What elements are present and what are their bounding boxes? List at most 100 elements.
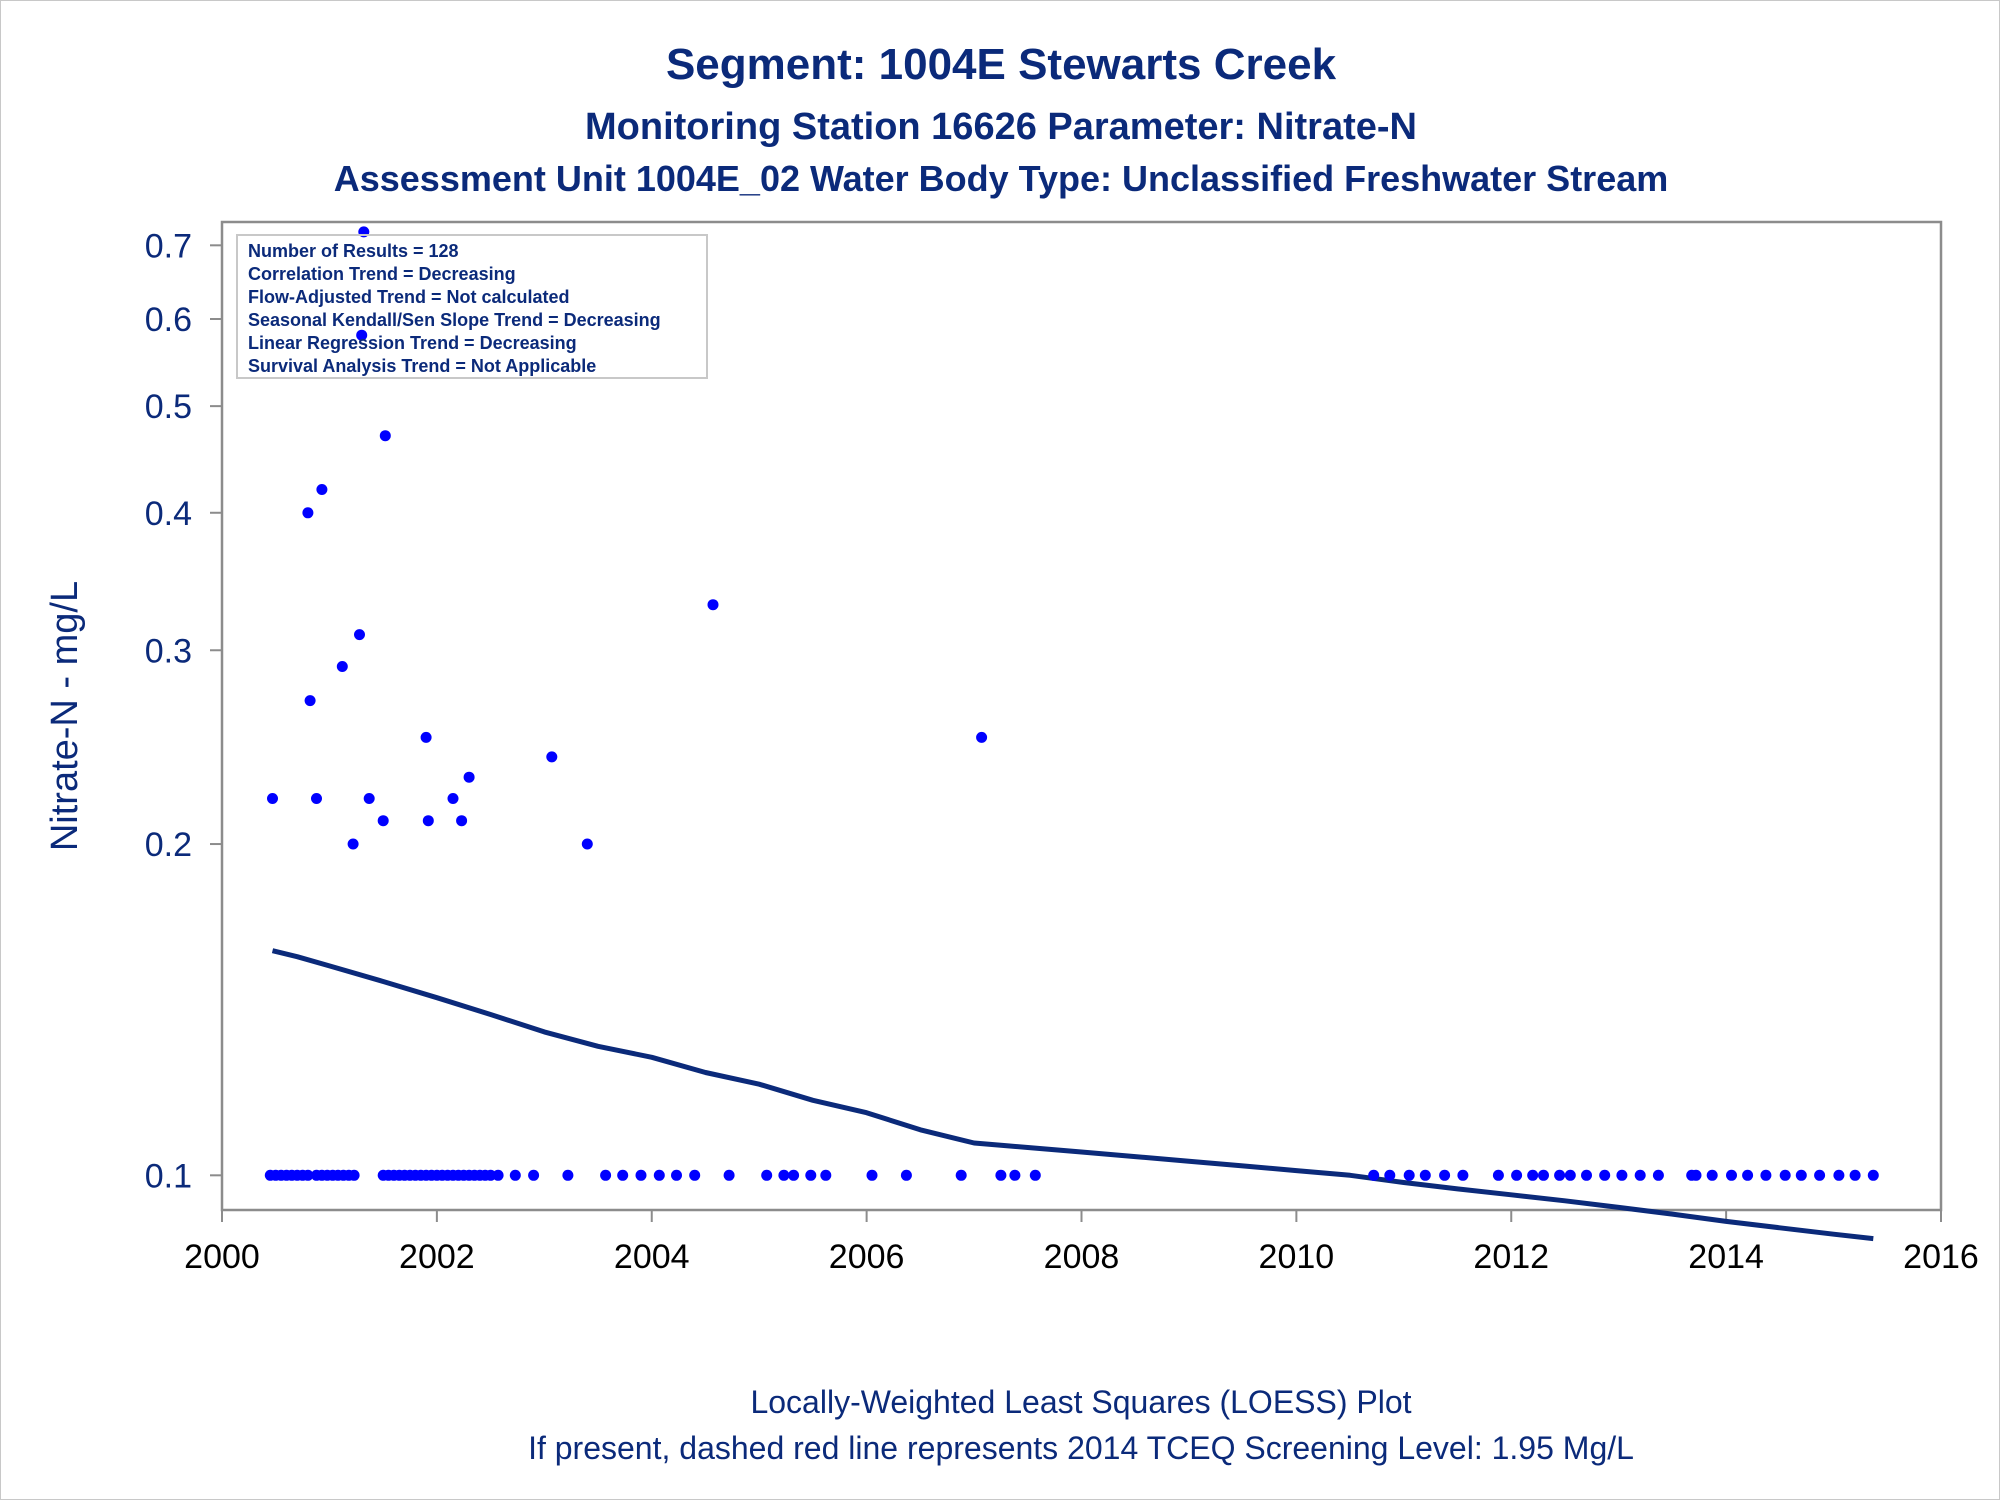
y-tick-label: 0.6 bbox=[145, 301, 192, 339]
data-point bbox=[600, 1169, 612, 1181]
data-point bbox=[820, 1169, 832, 1181]
data-point bbox=[689, 1169, 701, 1181]
data-point bbox=[1419, 1169, 1431, 1181]
data-point bbox=[1760, 1169, 1772, 1181]
data-point bbox=[635, 1169, 647, 1181]
data-point bbox=[671, 1169, 682, 1181]
stats-box-line: Survival Analysis Trend = Not Applicable bbox=[248, 356, 596, 376]
stats-box-line: Correlation Trend = Decreasing bbox=[248, 264, 516, 284]
data-point bbox=[316, 484, 328, 495]
data-point bbox=[1554, 1169, 1566, 1181]
data-point bbox=[546, 751, 558, 763]
stats-box bbox=[236, 234, 708, 379]
x-tick-label: 2000 bbox=[184, 1238, 260, 1276]
data-point bbox=[707, 599, 719, 611]
stats-box-line: Number of Results = 128 bbox=[248, 241, 459, 261]
data-point bbox=[1814, 1169, 1826, 1181]
y-tick-label: 0.3 bbox=[145, 632, 192, 670]
data-point bbox=[1564, 1169, 1576, 1181]
data-point bbox=[1849, 1169, 1861, 1181]
data-point bbox=[1009, 1169, 1021, 1181]
data-point bbox=[267, 793, 278, 804]
data-point bbox=[379, 430, 391, 442]
data-point bbox=[1795, 1169, 1807, 1181]
plot-area: 2000 2002 2004 2006 2008 2010 2012 2014 2016 0.1 0… bbox=[145, 220, 1979, 1276]
y-tick-label: 0.2 bbox=[145, 826, 192, 864]
data-point bbox=[778, 1169, 790, 1181]
data-point bbox=[976, 731, 988, 743]
footnote-1: Locally-Weighted Least Squares (LOESS) P… bbox=[750, 1384, 1411, 1420]
loess-line bbox=[271, 948, 1874, 1242]
data-point bbox=[1652, 1169, 1664, 1181]
data-point bbox=[1867, 1169, 1879, 1181]
data-point bbox=[422, 815, 434, 827]
x-tick-label: 2002 bbox=[399, 1238, 475, 1276]
y-tick-label: 0.1 bbox=[145, 1157, 192, 1195]
data-point bbox=[1833, 1169, 1845, 1181]
data-point bbox=[1581, 1169, 1592, 1181]
data-point bbox=[581, 838, 593, 850]
x-tick-label: 2004 bbox=[614, 1238, 690, 1276]
data-point bbox=[866, 1169, 878, 1181]
x-tick-label: 2006 bbox=[829, 1238, 905, 1276]
x-tick-label: 2012 bbox=[1473, 1238, 1549, 1276]
data-point bbox=[955, 1169, 967, 1181]
data-point bbox=[788, 1169, 800, 1181]
data-point bbox=[347, 838, 359, 850]
data-point bbox=[356, 329, 368, 341]
data-point bbox=[420, 731, 432, 743]
footnote-2: If present, dashed red line represents 2… bbox=[528, 1430, 1634, 1466]
stats-box-line: Flow-Adjusted Trend = Not calculated bbox=[248, 287, 570, 307]
data-point bbox=[653, 1169, 665, 1181]
data-point bbox=[617, 1169, 629, 1181]
stats-box-line: Linear Regression Trend = Decreasing bbox=[248, 333, 577, 353]
data-point bbox=[447, 793, 459, 804]
data-point bbox=[1726, 1169, 1737, 1181]
data-point bbox=[1029, 1169, 1041, 1181]
data-point bbox=[354, 629, 365, 641]
data-point bbox=[377, 815, 389, 827]
x-tick-label: 2010 bbox=[1259, 1238, 1335, 1276]
data-point bbox=[311, 793, 322, 804]
x-tick-label: 2016 bbox=[1903, 1238, 1979, 1276]
data-point bbox=[1403, 1169, 1415, 1181]
data-point bbox=[805, 1169, 817, 1181]
y-axis-label: Nitrate-N - mg/L bbox=[44, 581, 86, 851]
data-point bbox=[900, 1169, 912, 1181]
x-tick-label: 2008 bbox=[1044, 1238, 1120, 1276]
x-tick-label: 2014 bbox=[1688, 1238, 1764, 1276]
data-point bbox=[1742, 1169, 1754, 1181]
data-point bbox=[302, 507, 314, 519]
data-point bbox=[1457, 1169, 1469, 1181]
data-point bbox=[509, 1169, 521, 1181]
data-point bbox=[1538, 1169, 1549, 1181]
y-tick-label: 0.5 bbox=[145, 388, 192, 426]
data-point bbox=[336, 661, 348, 672]
data-point bbox=[1492, 1169, 1504, 1181]
data-point bbox=[1384, 1169, 1396, 1181]
chart-title: Segment: 1004E Stewarts Creek bbox=[666, 40, 1337, 89]
data-point bbox=[1779, 1169, 1791, 1181]
data-point bbox=[995, 1169, 1007, 1181]
data-point bbox=[1690, 1169, 1702, 1181]
data-point bbox=[363, 793, 375, 804]
data-point bbox=[1634, 1169, 1646, 1181]
data-point bbox=[562, 1169, 574, 1181]
data-point bbox=[723, 1169, 735, 1181]
stats-box-line: Seasonal Kendall/Sen Slope Trend = Decre… bbox=[248, 310, 661, 330]
data-point bbox=[492, 1169, 504, 1181]
data-point bbox=[1599, 1169, 1611, 1181]
y-tick-label: 0.4 bbox=[145, 495, 192, 533]
data-point bbox=[761, 1169, 773, 1181]
data-point bbox=[1439, 1169, 1451, 1181]
data-point bbox=[463, 771, 475, 783]
data-point bbox=[302, 1169, 314, 1181]
data-point bbox=[1616, 1169, 1628, 1181]
y-tick-label: 0.7 bbox=[145, 227, 192, 265]
data-point bbox=[1368, 1169, 1380, 1181]
data-point bbox=[1511, 1169, 1523, 1181]
data-point bbox=[348, 1169, 360, 1181]
data-point bbox=[1706, 1169, 1718, 1181]
